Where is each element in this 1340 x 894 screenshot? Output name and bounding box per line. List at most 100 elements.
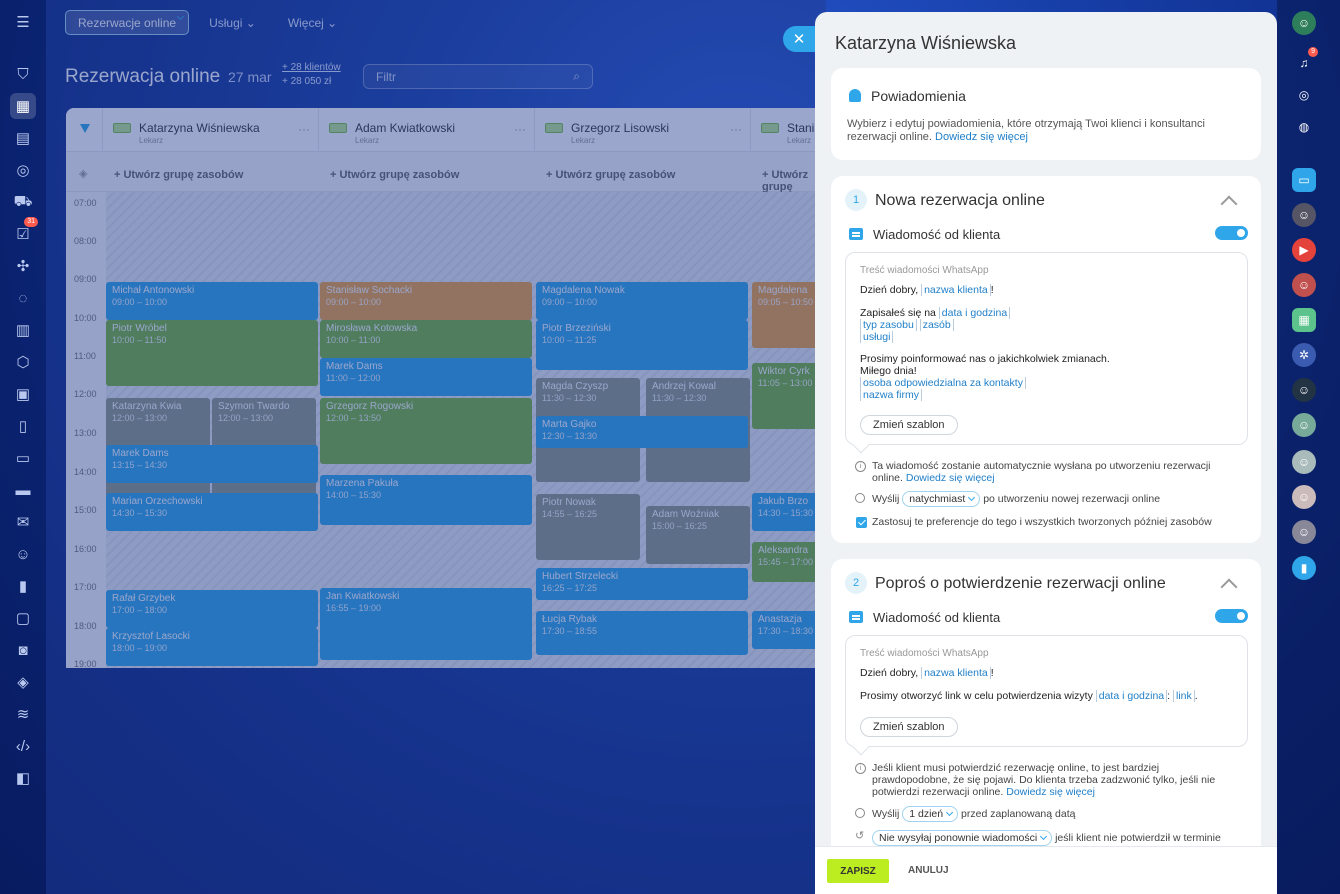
filter-input[interactable]: Filtr ⌕ bbox=[363, 64, 593, 89]
market-icon[interactable]: ◧ bbox=[15, 770, 31, 787]
close-panel-button[interactable]: ✕ bbox=[783, 26, 815, 52]
code-icon[interactable]: ‹/› bbox=[15, 737, 31, 755]
messenger-icon[interactable]: ◍ bbox=[1298, 120, 1310, 134]
chevron-up-icon[interactable] bbox=[1220, 195, 1238, 213]
tag-client-name[interactable]: nazwa klienta bbox=[921, 284, 991, 296]
users-icon[interactable]: ☺ bbox=[15, 545, 31, 563]
file-icon[interactable]: ▯ bbox=[18, 418, 28, 435]
presentation-icon[interactable]: ▭ bbox=[15, 450, 31, 467]
tag-date-time[interactable]: data i godzina bbox=[938, 307, 1011, 319]
message-toggle[interactable] bbox=[1215, 609, 1248, 623]
resource-header[interactable]: Adam Kwiatkowski Lekarz ··· bbox=[318, 108, 534, 152]
booking-event[interactable]: Stanisław Sochacki 09:00 – 10:00 bbox=[320, 282, 532, 320]
create-group-button[interactable]: + Utwórz grupę zasobów bbox=[330, 169, 460, 181]
contact-avatar[interactable]: ☺ bbox=[1292, 450, 1316, 474]
hexagon-icon[interactable]: ⬡ bbox=[16, 354, 30, 371]
cancel-button[interactable]: ANULUJ bbox=[908, 865, 949, 876]
contact-avatar[interactable]: ☺ bbox=[1292, 273, 1316, 297]
schedule-icon[interactable]: ▣ bbox=[15, 386, 31, 403]
page-date[interactable]: 27 mar bbox=[228, 69, 272, 85]
tag-services[interactable]: usługi bbox=[860, 331, 894, 343]
learn-more-link[interactable]: Dowiedz się więcej bbox=[905, 472, 995, 484]
tag-resource[interactable]: zasób bbox=[919, 319, 954, 331]
save-button[interactable]: ZAPISZ bbox=[827, 859, 889, 883]
mail-icon[interactable]: ✉ bbox=[16, 514, 30, 531]
contact-avatar[interactable]: ☺ bbox=[1292, 203, 1316, 227]
learn-more-link[interactable]: Dowiedz się więcej bbox=[1006, 786, 1095, 798]
cart-icon[interactable]: ⛟ bbox=[13, 192, 33, 210]
booking-event[interactable]: Piotr Nowak 14:55 – 16:25 bbox=[536, 494, 640, 560]
tab-online-booking[interactable]: Rezerwacje online bbox=[65, 10, 190, 35]
resource-header[interactable]: Katarzyna Wiśniewska Lekarz ··· bbox=[102, 108, 318, 152]
tag-link[interactable]: link bbox=[1172, 690, 1195, 702]
snowflake-icon[interactable]: ✲ bbox=[1292, 343, 1316, 367]
robot-icon[interactable]: ◙ bbox=[18, 641, 28, 659]
booking-event[interactable]: Łucja Rybak 17:30 – 18:55 bbox=[536, 611, 748, 655]
monitor-icon[interactable]: ▢ bbox=[15, 610, 31, 627]
contact-avatar[interactable]: ☺ bbox=[1292, 520, 1316, 544]
learn-more-link[interactable]: Dowiedz się więcej bbox=[935, 131, 1028, 143]
booking-event[interactable]: Grzegorz Rogowski 12:00 – 13:50 bbox=[320, 398, 532, 464]
notifications-icon[interactable]: ♫ 9 bbox=[1292, 47, 1318, 75]
dim-overlay[interactable] bbox=[46, 0, 826, 894]
booking-event[interactable]: Jan Kwiatkowski 16:55 – 19:00 bbox=[320, 588, 532, 660]
booking-event[interactable]: Adam Woźniak 15:00 – 16:25 bbox=[646, 506, 750, 564]
tasks-icon[interactable]: ☑ 31 bbox=[10, 217, 38, 247]
cube-icon[interactable]: ◈ bbox=[17, 674, 29, 691]
card-icon[interactable]: ▬ bbox=[15, 481, 31, 499]
tag-client-name[interactable]: nazwa klienta bbox=[921, 667, 991, 679]
more-icon[interactable]: ··· bbox=[514, 122, 526, 136]
booking-event[interactable]: Aleksandra 15:45 – 17:00 bbox=[752, 542, 826, 582]
funnel-icon[interactable]: ⛉ bbox=[17, 65, 29, 83]
target-icon[interactable]: ◎ bbox=[16, 162, 30, 179]
tag-resource-type[interactable]: typ zasobu bbox=[860, 319, 917, 331]
booking-event[interactable]: Magdalena 09:05 – 10:50 bbox=[752, 282, 826, 348]
booking-event[interactable]: Piotr Wróbel 10:00 – 11:50 bbox=[106, 320, 318, 386]
resend-select[interactable]: Nie wysyłaj ponownie wiadomości bbox=[872, 830, 1053, 846]
booking-event[interactable]: Marek Dams 13:15 – 14:30 bbox=[106, 445, 318, 483]
copilot-icon[interactable]: ◎ bbox=[1298, 88, 1310, 102]
video-icon[interactable]: ▶ bbox=[1292, 238, 1316, 262]
chevron-up-icon[interactable] bbox=[1220, 578, 1238, 596]
filter-icon[interactable] bbox=[80, 124, 90, 133]
send-timing-select[interactable]: 1 dzień bbox=[902, 806, 959, 822]
booking-event[interactable]: Anastazja 17:30 – 18:30 bbox=[752, 611, 826, 649]
tag-responsible-person[interactable]: osoba odpowiedzialna za kontakty bbox=[860, 377, 1026, 389]
user-avatar[interactable]: ☺ bbox=[1292, 11, 1316, 35]
create-group-button[interactable]: + Utwórz grupę zasobów bbox=[114, 169, 244, 181]
booking-event[interactable]: Marian Orzechowski 14:30 – 15:30 bbox=[106, 493, 318, 531]
chat-app-icon[interactable]: ▭ bbox=[1292, 168, 1316, 192]
booking-event[interactable]: Jakub Brzo 14:30 – 15:30 bbox=[752, 493, 826, 531]
stat-clients[interactable]: + 28 klientów bbox=[282, 62, 341, 73]
contact-avatar[interactable]: ☺ bbox=[1292, 485, 1316, 509]
store-icon[interactable]: ▤ bbox=[15, 130, 31, 147]
tab-services[interactable]: Usługi ⌄ bbox=[209, 15, 256, 30]
send-timing-select[interactable]: natychmiast bbox=[902, 491, 981, 507]
booking-event[interactable]: Piotr Brzeziński 10:00 – 11:25 bbox=[536, 320, 748, 370]
booking-event[interactable]: Wiktor Cyrk 11:05 – 13:00 bbox=[752, 363, 826, 429]
change-template-button[interactable]: Zmień szablon bbox=[860, 415, 958, 435]
bookmark-icon[interactable]: ▮ bbox=[1292, 556, 1316, 580]
chat-icon[interactable]: ◌ bbox=[18, 289, 28, 307]
apply-checkbox[interactable] bbox=[856, 517, 867, 528]
booking-event[interactable]: Mirosława Kotowska 10:00 – 11:00 bbox=[320, 320, 532, 358]
change-template-button[interactable]: Zmień szablon bbox=[860, 717, 958, 737]
puzzle-icon[interactable]: ✣ bbox=[16, 258, 30, 275]
sheet-icon[interactable]: ▦ bbox=[1292, 308, 1316, 332]
tab-more[interactable]: Więcej ⌄ bbox=[287, 15, 338, 30]
contact-avatar[interactable]: ☺ bbox=[1292, 378, 1316, 402]
more-icon[interactable]: ··· bbox=[730, 122, 742, 136]
tag-company-name[interactable]: nazwa firmy bbox=[860, 389, 923, 401]
message-toggle[interactable] bbox=[1215, 226, 1248, 240]
create-group-button[interactable]: + Utwórz grupę zasobów bbox=[546, 169, 676, 181]
booking-event[interactable]: Krzysztof Lasocki 18:00 – 19:00 bbox=[106, 628, 318, 666]
booking-event[interactable]: Michał Antonowski 09:00 – 10:00 bbox=[106, 282, 318, 320]
docs-icon[interactable]: ▥ bbox=[15, 322, 31, 339]
booking-event[interactable]: Rafał Grzybek 17:00 – 18:00 bbox=[106, 590, 318, 628]
stats-icon[interactable]: ≋ bbox=[16, 706, 30, 723]
booking-event[interactable]: Magdalena Nowak 09:00 – 10:00 bbox=[536, 282, 748, 320]
resource-header[interactable]: Grzegorz Lisowski Lekarz ··· bbox=[534, 108, 750, 152]
booking-event[interactable]: Hubert Strzelecki 16:25 – 17:25 bbox=[536, 568, 748, 600]
calendar-booking-icon[interactable]: ▦ bbox=[10, 93, 36, 119]
chart-icon[interactable]: ▮ bbox=[18, 578, 28, 595]
